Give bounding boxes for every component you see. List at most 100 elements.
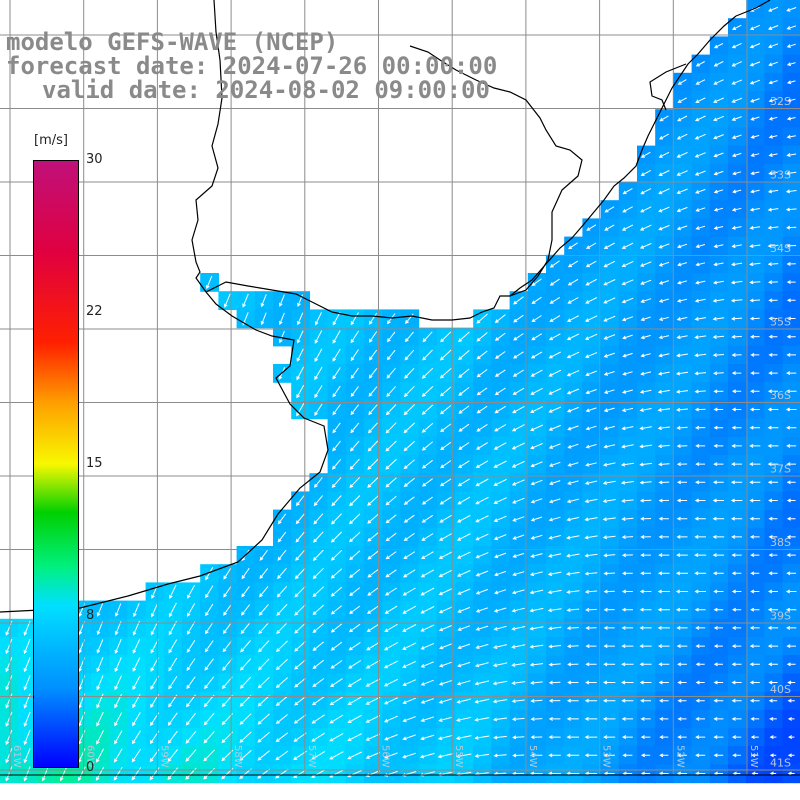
wind-arrow (421, 551, 434, 560)
wind-arrow (585, 607, 597, 612)
wind-arrow (349, 495, 361, 507)
wind-arrow (294, 659, 306, 670)
wind-arrow (658, 188, 670, 195)
wind-arrow (511, 460, 525, 468)
wind-arrow (566, 716, 579, 721)
wind-arrow (603, 625, 615, 630)
wind-arrow (277, 531, 287, 543)
wind-arrow (511, 681, 526, 685)
wind-arrow (512, 369, 524, 377)
wind-arrow (476, 387, 488, 396)
wind-arrow (529, 626, 544, 631)
wind-arrow (23, 638, 31, 655)
wind-arrow (548, 388, 562, 395)
wind-arrow (585, 644, 597, 649)
wind-arrow (5, 711, 13, 727)
wind-arrow (786, 116, 796, 121)
wind-arrow (439, 386, 452, 397)
wind-arrow (657, 444, 670, 449)
wind-arrow (440, 441, 452, 451)
wind-arrow (639, 589, 652, 594)
wind-arrow (311, 732, 326, 742)
wind-arrow (603, 444, 616, 449)
wind-arrow (676, 225, 688, 231)
wind-arrow (768, 153, 778, 157)
wind-arrow (511, 644, 526, 649)
wind-arrow (750, 189, 760, 194)
wind-arrow (296, 330, 304, 344)
wind-arrow (603, 425, 615, 431)
wind-arrow (749, 680, 760, 685)
wind-arrow (385, 587, 397, 596)
wind-arrow (421, 386, 434, 397)
wind-arrow (402, 624, 417, 632)
wind-arrow (294, 622, 306, 634)
wind-arrow (168, 676, 178, 690)
wind-arrow (694, 534, 706, 539)
wind-arrow (786, 644, 796, 649)
wind-arrow (640, 298, 652, 303)
wind-arrow (493, 442, 507, 450)
wind-arrow (786, 43, 796, 48)
wind-arrow (566, 571, 580, 576)
wind-arrow (749, 24, 761, 31)
wind-arrow (457, 643, 471, 650)
wind-arrow (731, 589, 742, 594)
wind-arrow (768, 298, 778, 303)
wind-arrow (603, 735, 616, 740)
wind-arrow (677, 753, 687, 758)
wind-arrow (786, 80, 796, 85)
wind-arrow (567, 480, 579, 485)
wind-arrow (639, 498, 652, 503)
wind-arrow (314, 366, 323, 381)
wind-arrow (677, 698, 687, 703)
wind-arrow (513, 314, 524, 323)
wind-arrow (621, 571, 633, 576)
wind-arrow (768, 516, 778, 521)
wind-arrow (422, 331, 433, 343)
wind-arrow (584, 553, 598, 558)
wind-arrow (475, 588, 489, 595)
wind-arrow (549, 315, 561, 322)
wind-arrow (786, 25, 797, 30)
wind-arrow (349, 550, 361, 561)
wind-arrow (493, 644, 508, 649)
wind-arrow (438, 624, 453, 632)
wind-arrow (494, 351, 506, 359)
wind-arrow (749, 207, 760, 212)
wind-arrow (603, 297, 616, 304)
wind-arrow (767, 389, 778, 394)
wind-arrow (750, 553, 760, 558)
wind-arrow (750, 371, 760, 376)
wind-arrow (768, 6, 779, 12)
wind-arrow (421, 459, 433, 469)
wind-arrow (475, 625, 489, 631)
wind-arrow (566, 644, 579, 649)
wind-arrow (420, 642, 435, 650)
wind-arrow (658, 133, 669, 140)
wind-arrow (566, 535, 580, 540)
wind-arrow (132, 657, 141, 672)
wind-arrow (440, 423, 452, 433)
wind-arrow (492, 680, 508, 686)
wind-arrow (530, 553, 543, 558)
wind-arrow (695, 225, 706, 230)
wind-arrow (457, 606, 471, 613)
wind-arrow (786, 352, 796, 357)
wind-arrow (205, 603, 214, 617)
wind-arrow (639, 480, 652, 485)
wind-arrow (186, 621, 196, 635)
wind-arrow (640, 316, 651, 322)
wind-arrow (787, 753, 795, 758)
wind-arrow (713, 134, 724, 140)
wind-arrow (659, 716, 669, 721)
wind-arrow (529, 662, 544, 667)
wind-arrow (402, 587, 416, 596)
wind-arrow (438, 569, 453, 578)
model-name: modelo GEFS-WAVE (NCEP) (6, 28, 339, 56)
wind-arrow (530, 753, 543, 758)
wind-arrow (475, 460, 489, 468)
wind-arrow (639, 408, 652, 412)
wind-arrow (456, 716, 472, 722)
wind-arrow (438, 734, 453, 741)
